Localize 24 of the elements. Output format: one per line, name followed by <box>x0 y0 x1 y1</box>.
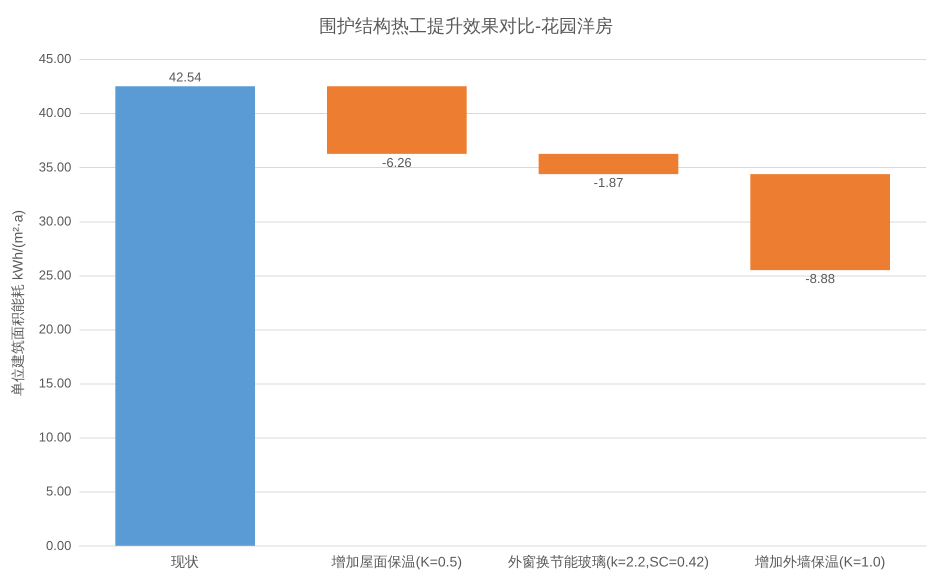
y-tick-label: 15.00 <box>38 376 72 391</box>
y-tick-label: 0.00 <box>46 538 72 553</box>
data-label: -1.87 <box>594 175 624 190</box>
bar <box>750 174 890 270</box>
y-tick-label: 40.00 <box>38 105 72 120</box>
y-axis-title: 单位建筑面积能耗 kWh/(m²·a) <box>9 210 26 396</box>
x-tick-label: 增加屋面保温(K=0.5) <box>330 553 462 570</box>
y-tick-label: 45.00 <box>38 51 72 66</box>
y-tick-label: 25.00 <box>38 267 72 282</box>
x-tick-label: 外窗换节能玻璃(k=2.2,SC=0.42) <box>508 553 709 570</box>
bar <box>538 154 678 174</box>
y-tick-label: 10.00 <box>38 430 72 445</box>
y-tick-label: 20.00 <box>38 322 72 337</box>
chart-title: 围护结构热工提升效果对比-花园洋房 <box>319 16 613 36</box>
x-tick-label: 增加外墙保温(K=1.0) <box>754 553 886 570</box>
y-tick-label: 5.00 <box>46 484 72 499</box>
bar <box>115 86 256 546</box>
y-tick-label: 35.00 <box>38 159 72 174</box>
data-label: 42.54 <box>168 69 202 84</box>
y-tick-label: 30.00 <box>38 213 72 228</box>
bar <box>326 86 467 154</box>
x-tick-label: 现状 <box>171 553 200 570</box>
data-label: -6.26 <box>382 154 412 170</box>
data-label: -8.88 <box>805 271 835 286</box>
